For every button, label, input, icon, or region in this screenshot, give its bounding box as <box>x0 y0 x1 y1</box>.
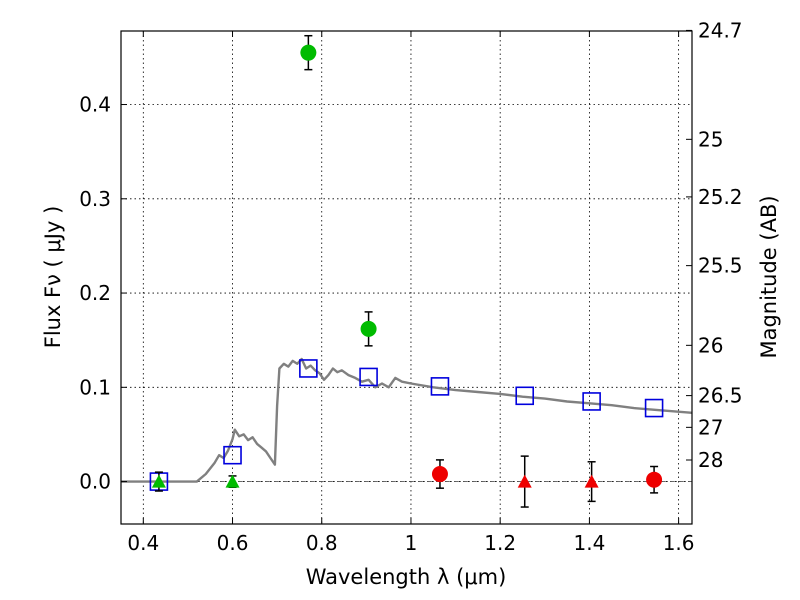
detection-point <box>646 471 663 488</box>
right-tick-label: 25.5 <box>698 254 743 278</box>
model-photometry-square <box>359 367 378 387</box>
x-tick-label: 1 <box>405 531 418 555</box>
right-tick-label: 25 <box>698 127 723 151</box>
model-photometry-square <box>223 445 242 465</box>
y-tick-label: 0.2 <box>79 281 111 305</box>
model-photometry-square <box>299 359 318 378</box>
upper-limit-triangle <box>517 474 532 488</box>
right-tick-label: 26 <box>698 333 723 357</box>
model-photometry-square <box>430 377 450 396</box>
y-tick-label: 0.3 <box>79 187 111 211</box>
x-tick-label: 1.2 <box>484 531 516 555</box>
model-photometry-square <box>515 386 535 406</box>
detection-point <box>431 466 448 483</box>
x-tick-label: 1.6 <box>663 531 695 555</box>
tick-labels: 0.4 0.6 0.8 1 1.2 1.4 1.6 0.0 0.1 0.2 0.3 0.4 24.7 25… <box>79 18 742 555</box>
x-axis-label: Wavelength λ (μm) <box>306 565 507 589</box>
model-photometry-square <box>582 392 601 411</box>
upper-limit-triangle <box>584 474 599 488</box>
right-tick-label: 28 <box>698 448 723 472</box>
right-tick-label: 25.2 <box>698 185 743 209</box>
right-tick-label: 27 <box>698 415 723 439</box>
detection-point <box>360 320 377 337</box>
plot-frame <box>120 30 693 525</box>
grid <box>121 31 692 524</box>
right-axis-label: Magnitude (AB) <box>757 195 781 358</box>
right-tick-label: 24.7 <box>698 18 743 42</box>
detection-point <box>300 44 317 61</box>
upper-limit-triangle <box>225 474 240 488</box>
right-tick-label: 26.5 <box>698 384 743 408</box>
x-tick-label: 0.6 <box>217 531 249 555</box>
series <box>121 34 693 508</box>
y-axis-label: Flux Fν ( μJy ) <box>41 206 65 349</box>
model-spectrum-line <box>121 357 693 483</box>
y-tick-label: 0.1 <box>79 375 111 399</box>
upper-limit-triangle <box>151 474 166 488</box>
model-photometry-square <box>644 398 664 418</box>
ticks <box>121 29 692 524</box>
x-tick-label: 0.8 <box>306 531 338 555</box>
x-tick-label: 1.4 <box>573 531 605 555</box>
y-tick-label: 0.0 <box>79 470 111 494</box>
y-tick-label: 0.4 <box>79 93 111 117</box>
x-tick-label: 0.4 <box>127 531 159 555</box>
